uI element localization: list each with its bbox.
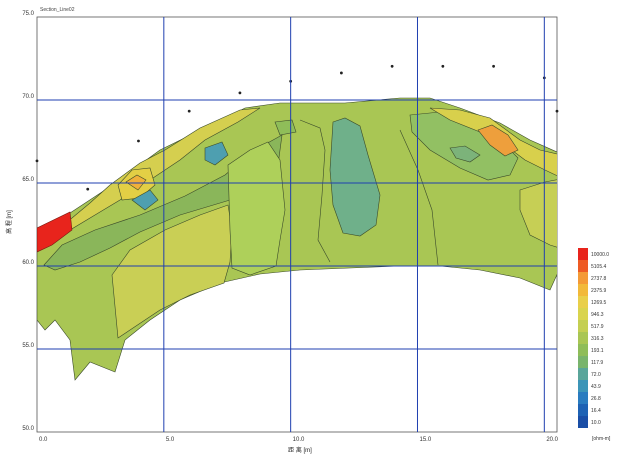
legend-level-label: 193.1 — [591, 348, 604, 354]
electrode-marker — [238, 91, 242, 95]
legend-level-label: 72.0 — [591, 372, 601, 378]
legend-level-label: 26.8 — [591, 396, 601, 402]
y-tick-label: 50.0 — [22, 426, 34, 432]
color-legend: 10000.0 5105.4 2737.8 2375.9 1269.5 946.3 517.… — [578, 248, 609, 428]
contour-left-lens — [111, 204, 233, 339]
legend-swatch — [578, 332, 588, 344]
legend-level-label: 517.9 — [591, 324, 604, 330]
legend-swatch — [578, 272, 588, 284]
legend-swatch — [578, 296, 588, 308]
contour-right-lower — [519, 179, 557, 248]
contour-cyan-patch — [204, 141, 229, 166]
legend-level-label: 1269.5 — [591, 300, 607, 306]
contour-center-lens — [329, 117, 381, 237]
contour-cyan-patch-2 — [131, 189, 159, 211]
x-axis-label: 距 离 [m] — [288, 446, 312, 454]
legend-swatch — [578, 392, 588, 404]
x-tick-label: 0.0 — [39, 437, 48, 443]
contour-right-lens — [449, 145, 481, 163]
legend-level-label: 316.3 — [591, 336, 604, 342]
electrode-marker — [187, 109, 191, 113]
electrode-marker — [555, 109, 559, 113]
legend-swatch — [578, 284, 588, 296]
x-tick-label: 5.0 — [166, 437, 175, 443]
electrode-marker — [390, 64, 394, 68]
y-tick-label: 70.0 — [22, 94, 34, 100]
legend-level-label: 16.4 — [591, 408, 601, 414]
legend-unit: [ohm-m] — [592, 436, 611, 442]
legend-level-label: 117.9 — [591, 360, 603, 366]
legend-level-label: 10000.0 — [591, 252, 609, 258]
electrode-marker — [339, 71, 343, 75]
legend-swatch — [578, 356, 588, 368]
contour-upper-yellow — [59, 107, 261, 231]
legend-level-label: 946.3 — [591, 312, 604, 318]
legend-swatch — [578, 260, 588, 272]
legend-swatch — [578, 368, 588, 380]
x-tick-label: 10.0 — [293, 437, 305, 443]
y-tick-label: 60.0 — [22, 260, 34, 266]
legend-swatch — [578, 308, 588, 320]
y-tick-label: 65.0 — [22, 177, 34, 183]
y-tick-label: 55.0 — [22, 343, 34, 349]
electrode-marker — [35, 159, 39, 163]
legend-swatch — [578, 404, 588, 416]
legend-swatch — [578, 248, 588, 260]
legend-level-label: 10.0 — [591, 420, 601, 426]
x-tick-label: 20.0 — [546, 437, 558, 443]
legend-swatch — [578, 320, 588, 332]
x-axis-ticks: 0.0 5.0 10.0 15.0 20.0 — [39, 437, 559, 443]
legend-level-label: 43.9 — [591, 384, 601, 390]
x-tick-label: 15.0 — [419, 437, 431, 443]
legend-swatch — [578, 344, 588, 356]
y-tick-label: 75.0 — [22, 11, 34, 17]
legend-level-label: 2737.8 — [591, 276, 607, 282]
legend-level-label: 2375.9 — [591, 288, 607, 294]
electrode-marker — [441, 64, 445, 68]
contour-red-anomaly — [37, 211, 73, 253]
contour-middle-light — [227, 141, 286, 276]
resistivity-section — [37, 97, 557, 381]
electrode-marker — [86, 187, 90, 191]
grid-lines — [37, 17, 557, 432]
legend-swatch — [578, 380, 588, 392]
chart-title: Section_Line02 — [40, 7, 75, 13]
contour-center-outer — [299, 119, 439, 266]
legend-level-label: 5105.4 — [591, 264, 607, 270]
y-axis-label: 高 程 [m] — [5, 210, 13, 234]
legend-swatch — [578, 416, 588, 428]
y-axis-ticks: 50.0 55.0 60.0 65.0 70.0 75.0 — [22, 11, 34, 432]
electrode-marker — [137, 139, 140, 143]
contour-right-orange — [477, 124, 519, 157]
electrode-marker — [492, 64, 495, 68]
